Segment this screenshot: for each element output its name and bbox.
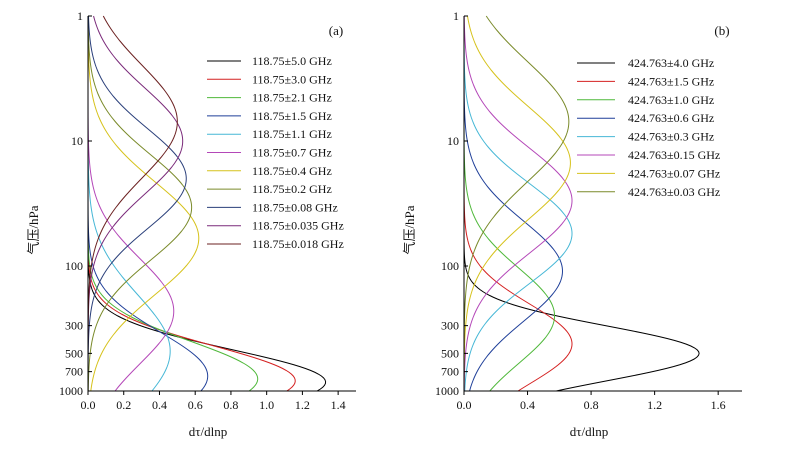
y-tick-label: 1 <box>77 9 83 23</box>
legend-entry: 424.763±4.0 GHz <box>628 56 714 70</box>
legend-entry: 424.763±0.6 GHz <box>628 111 714 125</box>
x-tick-label: 0.0 <box>457 398 472 412</box>
legend-entry: 118.75±1.5 GHz <box>252 109 332 123</box>
x-tick-label: 0.4 <box>520 398 535 412</box>
y-tick-label: 500 <box>65 346 83 360</box>
y-tick-label: 300 <box>441 319 459 333</box>
legend-entry: 118.75±0.2 GHz <box>252 182 332 196</box>
legend-entry: 118.75±0.08 GHz <box>252 200 338 214</box>
x-tick-label: 0.6 <box>188 398 203 412</box>
y-tick-label: 10 <box>447 134 459 148</box>
x-axis-label: dτ/dlnp <box>189 424 227 439</box>
legend-entry: 118.75±5.0 GHz <box>252 54 332 68</box>
x-tick-label: 0.2 <box>116 398 131 412</box>
x-tick-label: 1.2 <box>295 398 310 412</box>
x-tick-label: 0.0 <box>81 398 96 412</box>
x-tick-label: 1.6 <box>711 398 726 412</box>
legend-entry: 118.75±2.1 GHz <box>252 91 332 105</box>
y-tick-label: 10 <box>71 134 83 148</box>
legend-entry: 118.75±0.7 GHz <box>252 146 332 160</box>
legend: 424.763±4.0 GHz 424.763±1.5 GHz 424.763±1.… <box>577 56 720 199</box>
x-tick-label: 1.0 <box>259 398 274 412</box>
x-tick-label: 0.8 <box>584 398 599 412</box>
series-line-6 <box>463 15 573 392</box>
series-line-2 <box>463 16 573 392</box>
legend-entry: 118.75±3.0 GHz <box>252 72 332 86</box>
legend-entry: 118.75±0.4 GHz <box>252 164 332 178</box>
legend-entry: 118.75±0.018 GHz <box>252 237 344 251</box>
series-line-8 <box>87 15 193 392</box>
series-line-9 <box>87 15 187 391</box>
series-line-6 <box>87 16 175 392</box>
series-line-4 <box>87 16 209 392</box>
y-tick-label: 1 <box>453 9 459 23</box>
y-axis-label: 气压/hPa <box>26 205 41 254</box>
y-tick-label: 700 <box>441 365 459 379</box>
legend-entry: 424.763±0.07 GHz <box>628 166 720 180</box>
y-tick-label: 1000 <box>435 384 459 398</box>
legend-entry: 424.763±0.15 GHz <box>628 148 720 162</box>
x-tick-label: 1.4 <box>331 398 346 412</box>
y-tick-label: 300 <box>65 319 83 333</box>
panel-label: (b) <box>714 23 729 38</box>
series-line-8 <box>463 15 570 392</box>
y-tick-label: 1000 <box>59 384 83 398</box>
y-tick-label: 100 <box>441 259 459 273</box>
series-line-7 <box>87 16 200 392</box>
x-tick-label: 1.2 <box>647 398 662 412</box>
panel-label: (a) <box>329 23 343 38</box>
legend: 118.75±5.0 GHz 118.75±3.0 GHz 118.75±2.1 G… <box>207 54 344 251</box>
legend-entry: 118.75±0.035 GHz <box>252 219 344 233</box>
x-axis-label: dτ/dlnp <box>570 424 608 439</box>
y-tick-label: 500 <box>441 346 459 360</box>
legend-entry: 424.763±0.3 GHz <box>628 130 714 144</box>
legend-entry: 424.763±1.0 GHz <box>628 93 714 107</box>
legend-entry: 424.763±1.5 GHz <box>628 74 714 88</box>
series-line-7 <box>463 15 571 391</box>
series-line-5 <box>463 16 573 392</box>
y-axis-label: 气压/hPa <box>402 205 417 254</box>
legend-entry: 424.763±0.03 GHz <box>628 185 720 199</box>
legend-entry: 118.75±1.1 GHz <box>252 127 332 141</box>
y-tick-label: 700 <box>65 365 83 379</box>
x-tick-label: 0.4 <box>152 398 167 412</box>
series-line-5 <box>87 16 171 392</box>
x-tick-label: 0.8 <box>223 398 238 412</box>
series-line-1 <box>463 16 700 392</box>
y-tick-label: 100 <box>65 259 83 273</box>
